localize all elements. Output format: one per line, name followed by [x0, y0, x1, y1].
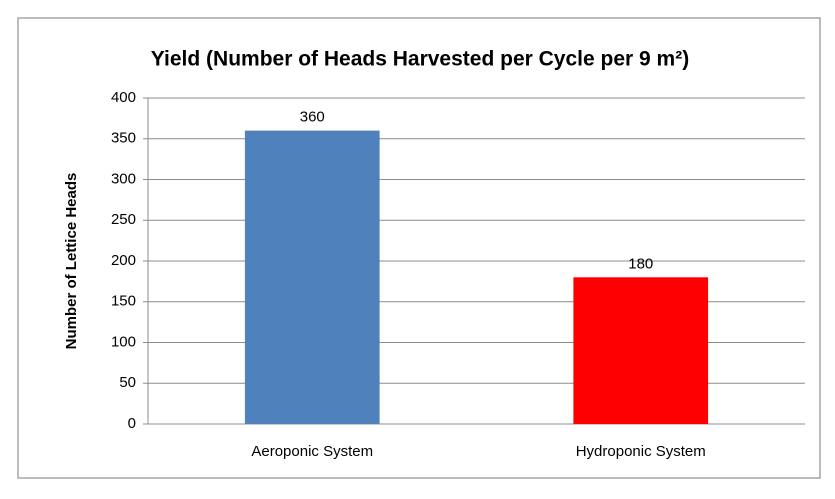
data-label: 360 — [300, 109, 325, 126]
bar — [244, 130, 380, 424]
data-label: 180 — [628, 255, 653, 272]
x-tick-label: Hydroponic System — [576, 443, 706, 460]
y-tick-label: 250 — [111, 211, 136, 228]
y-tick-label: 100 — [111, 333, 136, 350]
bar — [573, 277, 709, 424]
chart-title: Yield (Number of Heads Harvested per Cyc… — [151, 48, 689, 71]
y-tick-label: 50 — [119, 374, 136, 391]
y-tick-label: 350 — [111, 130, 136, 147]
y-tick-label: 200 — [111, 252, 136, 269]
y-axis-title: Number of Lettice Heads — [63, 173, 80, 350]
y-tick-label: 300 — [111, 170, 136, 187]
y-tick-label: 150 — [111, 293, 136, 310]
x-tick-label: Aeroponic System — [251, 443, 373, 460]
y-tick-label: 0 — [128, 415, 136, 432]
y-tick-label: 400 — [111, 89, 136, 106]
